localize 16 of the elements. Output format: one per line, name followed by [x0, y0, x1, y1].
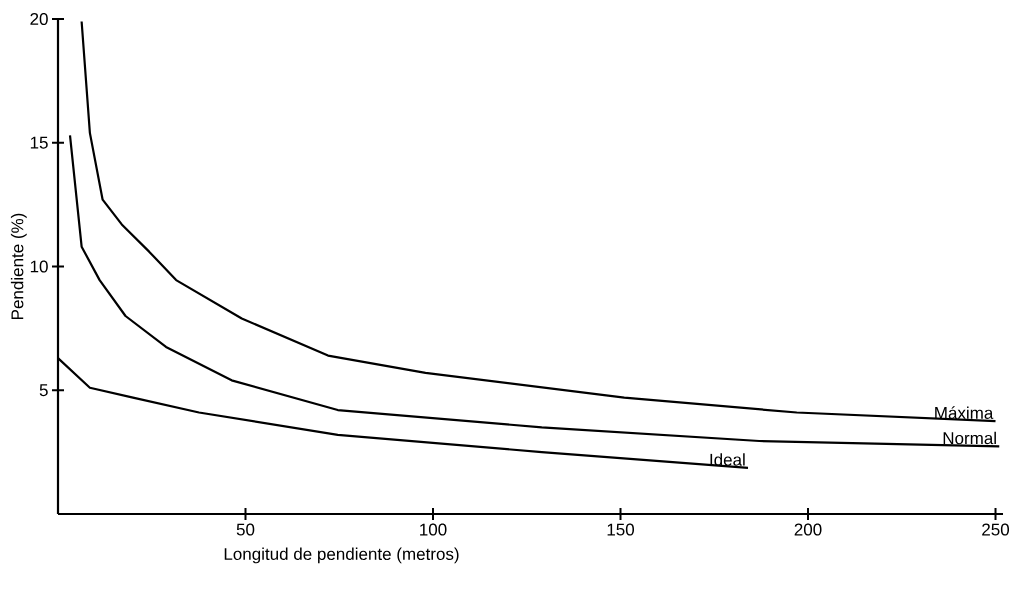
x-tick-label: 50: [236, 523, 255, 536]
x-tick-label: 150: [607, 523, 635, 536]
y-tick-label: 5: [39, 384, 48, 397]
series-label: Ideal: [710, 453, 745, 466]
x-tick-label: 200: [794, 523, 822, 536]
x-tick-label: 100: [420, 523, 447, 536]
y-tick-label: 20: [30, 12, 48, 26]
y-tick-label: 15: [30, 136, 48, 149]
y-tick-label: 10: [30, 260, 48, 273]
line-series: [80, 20, 997, 423]
series-label: Máxima: [935, 406, 994, 419]
y-axis-title: Pendiente (%): [10, 213, 27, 319]
series-label: Normal: [943, 431, 996, 445]
x-tick-label: 250: [982, 523, 1010, 536]
line-series: [68, 134, 1001, 448]
x-axis-title: Longitud de pendiente (metros): [224, 547, 459, 564]
